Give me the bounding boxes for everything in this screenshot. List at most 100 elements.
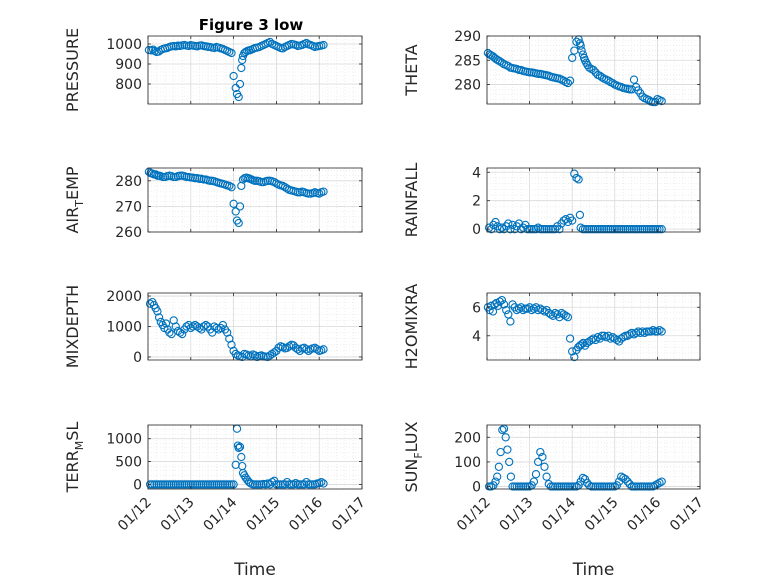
- data-point: [508, 220, 517, 230]
- y-tick-label: 0: [133, 477, 142, 493]
- data-point: [533, 457, 543, 467]
- data-point: [234, 92, 243, 102]
- data-point: [214, 480, 223, 489]
- x-tick-label: 01/12: [115, 495, 155, 535]
- data-point: [494, 462, 504, 471]
- data-point: [578, 225, 588, 234]
- data-point: [199, 322, 208, 331]
- y-tick-label: 0: [133, 350, 142, 366]
- data-point: [533, 69, 543, 79]
- data-point: [631, 225, 641, 234]
- data-point: [291, 478, 300, 488]
- data-series: [484, 169, 666, 234]
- y-axis-label: TERRMSL: [63, 422, 86, 494]
- data-point: [270, 177, 279, 187]
- x-tick-label: 01/16: [286, 494, 326, 534]
- data-point: [644, 225, 654, 234]
- data-point: [506, 317, 515, 326]
- data-point: [606, 334, 615, 343]
- data-point: [512, 305, 521, 315]
- data-point: [589, 334, 598, 343]
- data-point: [648, 325, 658, 335]
- data-point: [297, 480, 307, 489]
- data-point: [225, 181, 234, 191]
- data-point: [205, 480, 215, 489]
- data-point: [227, 183, 236, 192]
- data-point: [495, 297, 504, 306]
- data-point: [214, 325, 223, 334]
- data-point: [542, 472, 551, 481]
- y-axis-label-main: H2OMIXRA: [402, 284, 421, 370]
- data-series: [144, 167, 328, 228]
- data-point: [312, 345, 322, 354]
- data-point: [248, 480, 258, 489]
- data-point: [559, 76, 568, 85]
- data-point: [145, 480, 155, 489]
- data-point: [503, 445, 512, 454]
- data-point: [575, 210, 585, 220]
- data-point: [657, 225, 666, 234]
- data-point: [525, 482, 534, 491]
- data-point: [182, 480, 191, 489]
- data-point: [568, 482, 577, 491]
- data-point: [499, 300, 509, 309]
- y-tick-label: 285: [454, 53, 481, 69]
- subplot-4: 0 2 4 RAINFALL: [402, 163, 701, 238]
- data-point: [540, 225, 549, 234]
- data-point: [512, 222, 521, 231]
- data-point: [193, 322, 202, 331]
- data-point: [589, 65, 598, 75]
- data-point: [160, 480, 170, 489]
- data-point: [188, 480, 198, 489]
- y-tick-label: 6: [472, 300, 481, 316]
- data-point: [491, 477, 500, 486]
- data-point: [587, 225, 596, 234]
- data-point: [529, 304, 539, 313]
- data-point: [182, 322, 191, 331]
- data-point: [563, 78, 573, 88]
- x-tick-label: 01/17: [329, 495, 369, 535]
- subplot-2: 280 285 290 THETA: [402, 29, 701, 107]
- y-tick-label: 100: [454, 455, 481, 471]
- data-point: [585, 225, 594, 234]
- axes-box: [486, 424, 701, 490]
- data-point: [257, 177, 266, 187]
- data-point: [576, 41, 585, 50]
- data-point: [638, 327, 647, 336]
- data-point: [629, 75, 639, 84]
- data-point: [161, 319, 171, 328]
- data-point: [640, 482, 649, 491]
- data-point: [531, 225, 541, 234]
- data-point: [565, 76, 575, 85]
- data-point: [536, 304, 545, 313]
- data-point: [563, 313, 573, 322]
- data-point: [154, 313, 164, 322]
- y-tick-label: 280: [115, 174, 142, 190]
- data-point: [223, 480, 232, 489]
- subplot-6: 4 6 H2OMIXRA: [402, 284, 701, 370]
- data-point: [577, 46, 586, 55]
- data-point: [154, 480, 163, 489]
- data-point: [634, 482, 643, 491]
- data-point: [523, 304, 532, 313]
- plot-area: [148, 425, 362, 489]
- data-point: [235, 202, 245, 211]
- x-axis-label: Time: [572, 560, 615, 580]
- data-point: [542, 225, 551, 234]
- data-point: [619, 225, 628, 234]
- data-point: [512, 482, 521, 491]
- data-point: [317, 477, 326, 487]
- data-point: [631, 328, 641, 338]
- data-point: [585, 63, 594, 72]
- data-point: [638, 92, 647, 101]
- data-point: [557, 482, 566, 491]
- data-point: [551, 308, 560, 318]
- data-point: [293, 480, 302, 489]
- data-point: [175, 480, 185, 489]
- data-point: [570, 169, 579, 178]
- data-point: [169, 172, 178, 182]
- data-point: [559, 310, 568, 319]
- data-point: [644, 327, 654, 336]
